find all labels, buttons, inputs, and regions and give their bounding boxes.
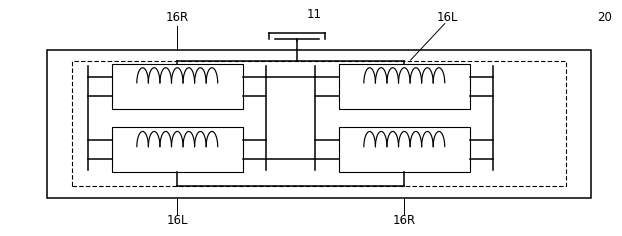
Text: 11: 11 (306, 8, 322, 21)
Text: 16L: 16L (437, 11, 458, 24)
Bar (339, 127, 470, 172)
Text: 20: 20 (597, 11, 612, 24)
Text: 16L: 16L (167, 214, 188, 227)
Bar (112, 127, 243, 172)
Bar (47, 50, 591, 198)
Bar (339, 64, 470, 109)
Bar (112, 64, 243, 109)
Bar (72, 61, 566, 186)
Text: 16R: 16R (392, 214, 416, 227)
Text: 16R: 16R (165, 11, 189, 24)
